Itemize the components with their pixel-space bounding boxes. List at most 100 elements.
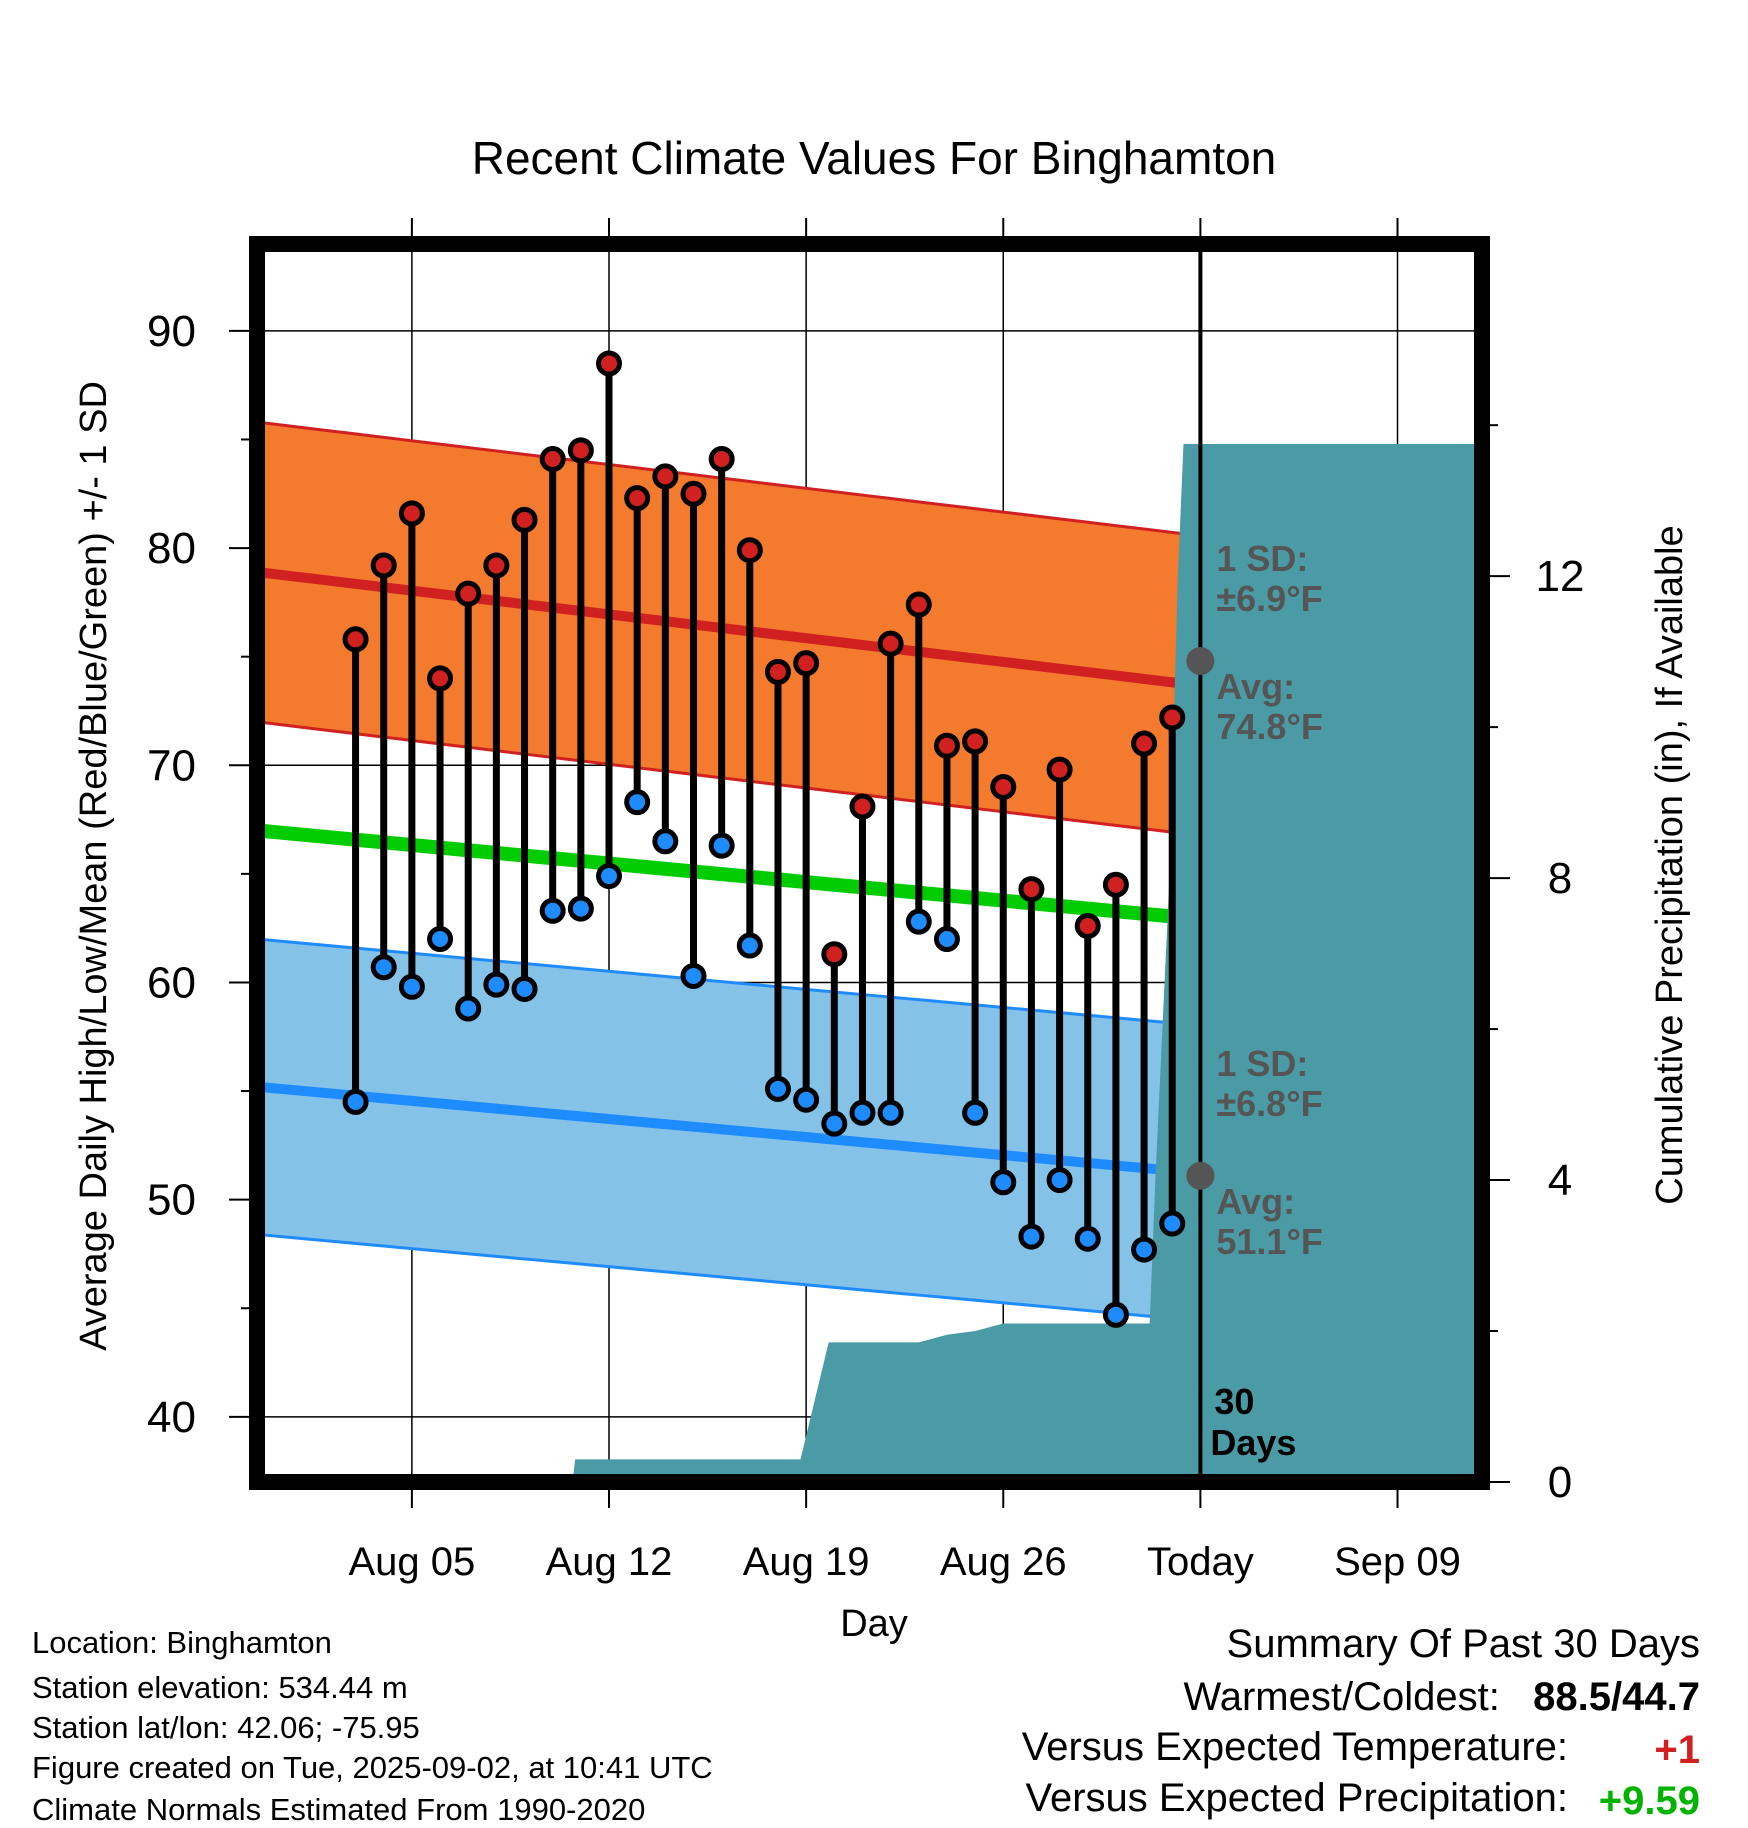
x-tick-label: Aug 26 <box>940 1540 1067 1584</box>
chart-title: Recent Climate Values For Binghamton <box>472 132 1277 184</box>
y-tick-label: 80 <box>147 524 196 573</box>
y-tick-label: 70 <box>147 741 196 790</box>
y-tick-label: 50 <box>147 1176 196 1225</box>
daily-low-point <box>849 1099 876 1126</box>
y-axis-label: Average Daily High/Low/Mean (Red/Blue/Gr… <box>73 381 115 1351</box>
footer-normals: Climate Normals Estimated From 1990-2020 <box>32 1792 646 1827</box>
normal-low-line <box>264 1082 1182 1177</box>
temp-value: +1 <box>1654 1728 1700 1772</box>
footer-location: Location: Binghamton <box>32 1625 332 1660</box>
daily-low-point <box>1074 1225 1101 1252</box>
daily-low-point <box>342 1088 369 1115</box>
daily-high-point <box>539 446 566 473</box>
daily-high-point <box>962 728 989 755</box>
daily-high-point <box>933 732 960 759</box>
daily-low-point <box>990 1169 1017 1196</box>
y-tick-label: 40 <box>147 1393 196 1442</box>
daily-low-point <box>398 973 425 1000</box>
daily-high-point <box>1046 756 1073 783</box>
daily-low-point <box>1102 1301 1129 1328</box>
daily-low-point <box>370 954 397 981</box>
precip-value: +9.59 <box>1598 1779 1700 1823</box>
daily-high-point <box>567 437 594 464</box>
daily-low-point <box>427 926 454 953</box>
warmest-value: 88.5/44.7 <box>1533 1675 1700 1719</box>
daily-high-point <box>877 630 904 657</box>
daily-high-point <box>821 941 848 968</box>
daily-low-point <box>652 828 679 855</box>
daily-high-point <box>849 793 876 820</box>
daily-low-point <box>962 1099 989 1126</box>
warmest-label: Warmest/Coldest: <box>1183 1675 1500 1719</box>
daily-high-point <box>793 650 820 677</box>
temp-label: Versus Expected Temperature: <box>1021 1725 1568 1769</box>
daily-low-point <box>933 926 960 953</box>
low-avg-label: Avg: <box>1216 1181 1295 1222</box>
precip-label: Versus Expected Precipitation: <box>1025 1776 1568 1820</box>
daily-high-point <box>455 580 482 607</box>
daily-low-point <box>1159 1210 1186 1237</box>
days-count-label: 30 <box>1214 1381 1254 1422</box>
daily-high-point <box>736 537 763 564</box>
normal-low-sd-band-lower-edge <box>264 1233 1181 1321</box>
daily-low-point <box>877 1099 904 1126</box>
x-tick-label: Aug 05 <box>348 1540 475 1584</box>
daily-low-point <box>1046 1167 1073 1194</box>
daily-low-point <box>511 975 538 1002</box>
daily-high-point <box>624 485 651 512</box>
today-high-avg-marker <box>1186 647 1215 676</box>
daily-low-point <box>680 962 707 989</box>
daily-high-point <box>398 500 425 527</box>
daily-high-point <box>342 626 369 653</box>
daily-low-point <box>567 895 594 922</box>
daily-high-point <box>1102 871 1129 898</box>
daily-high-point <box>1159 704 1186 731</box>
daily-low-point <box>764 1075 791 1102</box>
x-tick-label: Sep 09 <box>1334 1540 1461 1584</box>
x-tick-label: Aug 12 <box>546 1540 673 1584</box>
high-sd-value: ±6.9°F <box>1216 578 1322 619</box>
daily-high-point <box>370 552 397 579</box>
daily-low-point <box>793 1086 820 1113</box>
daily-low-point <box>736 932 763 959</box>
daily-high-point <box>652 463 679 490</box>
y2-tick-label: 8 <box>1548 854 1572 903</box>
high-avg-label: Avg: <box>1216 666 1295 707</box>
footer-elevation: Station elevation: 534.44 m <box>32 1670 408 1705</box>
daily-low-point <box>455 995 482 1022</box>
low-avg-value: 51.1°F <box>1216 1221 1322 1262</box>
daily-high-point <box>511 506 538 533</box>
plot-frame <box>249 236 1490 1490</box>
precip-area <box>573 444 1475 1475</box>
daily-high-point <box>1018 876 1045 903</box>
high-sd-label: 1 SD: <box>1216 538 1308 579</box>
daily-low-point <box>905 908 932 935</box>
x-tick-label: Today <box>1147 1540 1254 1584</box>
y2-tick-label: 4 <box>1548 1156 1572 1205</box>
days-word-label: Days <box>1210 1422 1296 1463</box>
daily-high-point <box>680 480 707 507</box>
low-sd-label: 1 SD: <box>1216 1043 1308 1084</box>
daily-low-point <box>624 789 651 816</box>
x-tick-label: Aug 19 <box>743 1540 870 1584</box>
x-axis-label: Day <box>840 1603 908 1645</box>
footer-created: Figure created on Tue, 2025-09-02, at 10… <box>32 1750 713 1785</box>
daily-high-point <box>990 773 1017 800</box>
daily-high-point <box>905 591 932 618</box>
daily-low-point <box>483 971 510 998</box>
high-avg-value: 74.8°F <box>1216 706 1322 747</box>
y-tick-label: 90 <box>147 307 196 356</box>
daily-high-point <box>1074 912 1101 939</box>
daily-low-point <box>1018 1223 1045 1250</box>
daily-low-point <box>539 897 566 924</box>
daily-high-point <box>1131 730 1158 757</box>
daily-high-point <box>427 665 454 692</box>
y-tick-label: 60 <box>147 958 196 1007</box>
daily-high-point <box>764 658 791 685</box>
daily-low-point <box>821 1110 848 1137</box>
daily-low-point <box>708 832 735 859</box>
daily-low-point <box>1131 1236 1158 1263</box>
y2-tick-label: 12 <box>1536 552 1585 601</box>
